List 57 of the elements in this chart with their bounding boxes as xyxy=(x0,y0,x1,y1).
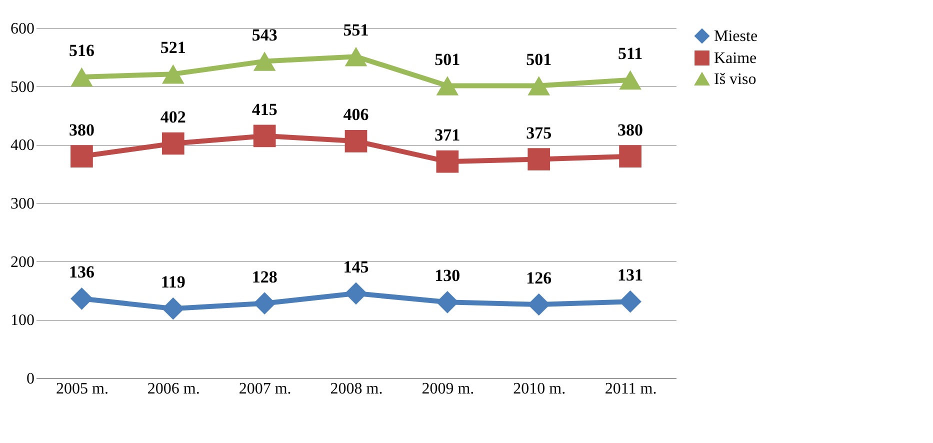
data-label: 136 xyxy=(68,262,94,282)
data-label: 521 xyxy=(160,38,186,58)
point xyxy=(70,287,93,310)
point xyxy=(344,130,368,152)
legend-label: Kaime xyxy=(714,50,757,67)
data-label: 380 xyxy=(68,120,94,140)
y-tick-label: 0 xyxy=(26,370,34,388)
y-tick-label: 400 xyxy=(10,137,34,154)
data-label: 371 xyxy=(434,126,460,145)
x-tick-label: 2010 m. xyxy=(513,380,566,398)
data-label: 131 xyxy=(618,266,644,285)
data-label: 130 xyxy=(434,266,460,286)
point xyxy=(619,290,642,313)
data-label: 501 xyxy=(526,50,552,69)
point xyxy=(162,297,184,320)
data-label: 375 xyxy=(526,123,552,142)
data-label: 415 xyxy=(252,100,278,119)
point xyxy=(619,145,642,168)
data-label: 511 xyxy=(618,44,643,63)
data-label: 126 xyxy=(526,268,552,288)
y-tick-label: 300 xyxy=(10,196,34,212)
data-label: 402 xyxy=(160,108,186,126)
point xyxy=(528,148,550,170)
point xyxy=(253,292,276,315)
data-label: 128 xyxy=(252,267,278,286)
x-tick-label: 2005 m. xyxy=(56,380,108,398)
point xyxy=(528,76,550,96)
legend-label: Iš viso xyxy=(714,71,756,88)
x-tick-label: 2007 m. xyxy=(238,380,292,398)
x-tick-label: 2009 m. xyxy=(422,380,474,398)
x-tick-label: 2008 m. xyxy=(330,380,383,398)
data-label: 406 xyxy=(343,105,369,124)
y-tick-label: 500 xyxy=(10,78,34,96)
data-label: 516 xyxy=(68,41,94,60)
y-tick-label: 100 xyxy=(10,312,34,330)
point xyxy=(253,52,276,71)
data-label: 145 xyxy=(343,257,369,276)
legend-label: Mieste xyxy=(714,28,758,45)
y-tick-label: 600 xyxy=(10,20,34,38)
point xyxy=(162,64,184,84)
point xyxy=(162,132,184,155)
point xyxy=(70,67,93,87)
point xyxy=(253,124,276,148)
point xyxy=(436,76,459,96)
point xyxy=(619,70,642,90)
data-label: 501 xyxy=(434,50,460,69)
x-tick-label: 2006 m. xyxy=(147,380,200,398)
x-tick-label: 2011 m. xyxy=(604,380,657,398)
data-label: 380 xyxy=(618,120,644,140)
data-label: 119 xyxy=(160,272,186,292)
data-label: 543 xyxy=(252,25,278,44)
data-label: 551 xyxy=(343,20,369,40)
point xyxy=(344,46,368,66)
y-tick-label: 200 xyxy=(10,254,34,271)
point xyxy=(344,282,368,305)
point xyxy=(70,145,93,168)
point xyxy=(436,150,459,173)
